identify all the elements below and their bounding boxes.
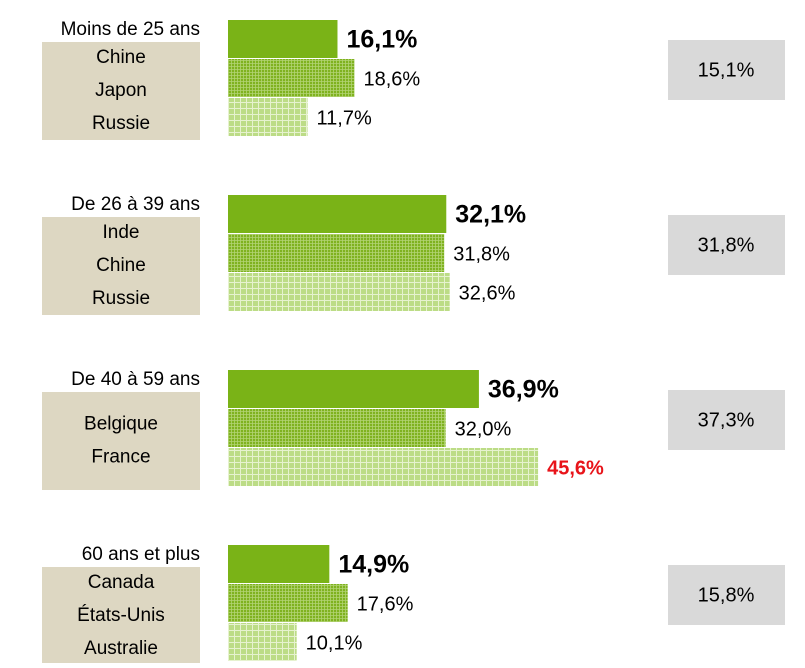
country-box	[42, 42, 200, 140]
group-label: Moins de 25 ans	[61, 19, 200, 40]
value-label: 32,0%	[455, 418, 512, 440]
value-label: 31,8%	[453, 243, 510, 265]
reference-label: 15,1%	[698, 59, 755, 81]
value-label: 32,1%	[455, 201, 526, 229]
reference-box	[668, 40, 785, 100]
country-box	[42, 217, 200, 315]
reference-box	[668, 565, 785, 625]
group-label: De 26 à 39 ans	[71, 194, 200, 215]
bar	[228, 623, 297, 661]
country-box	[42, 567, 200, 665]
country-label: Chine	[96, 47, 146, 68]
bar	[228, 234, 445, 272]
bar	[228, 584, 348, 622]
bar	[228, 370, 479, 408]
group-label: 60 ans et plus	[82, 544, 200, 565]
country-label: États-Unis	[77, 605, 165, 626]
country-label: Russie	[92, 113, 150, 134]
value-label: 45,6%	[547, 457, 604, 479]
value-label: 11,7%	[317, 107, 372, 129]
group-label: De 40 à 59 ans	[71, 369, 200, 390]
reference-label: 31,8%	[698, 234, 755, 256]
country-label: France	[91, 447, 150, 468]
value-label: 16,1%	[346, 26, 417, 54]
country-box	[42, 392, 200, 490]
country-label: Russie	[92, 288, 150, 309]
value-label: 10,1%	[306, 632, 363, 654]
reference-box	[668, 215, 785, 275]
reference-box	[668, 390, 785, 450]
bar	[228, 409, 446, 447]
country-label: Australie	[84, 638, 158, 659]
country-label: Belgique	[84, 414, 158, 435]
value-label: 18,6%	[363, 68, 420, 90]
reference-label: 15,8%	[698, 584, 755, 606]
value-label: 14,9%	[338, 551, 409, 579]
reference-label: 37,3%	[698, 409, 755, 431]
bar	[228, 59, 355, 97]
value-label: 36,9%	[488, 376, 559, 404]
bar	[228, 195, 447, 233]
value-label: 32,6%	[459, 282, 516, 304]
bar	[228, 448, 539, 486]
bar	[228, 545, 330, 583]
bar	[228, 20, 338, 58]
country-label: Chine	[96, 255, 146, 276]
country-label: Japon	[95, 80, 147, 101]
bar	[228, 273, 450, 311]
bar	[228, 98, 308, 136]
value-label: 17,6%	[357, 593, 414, 615]
country-label: Canada	[88, 572, 155, 593]
country-label: Inde	[103, 222, 140, 243]
